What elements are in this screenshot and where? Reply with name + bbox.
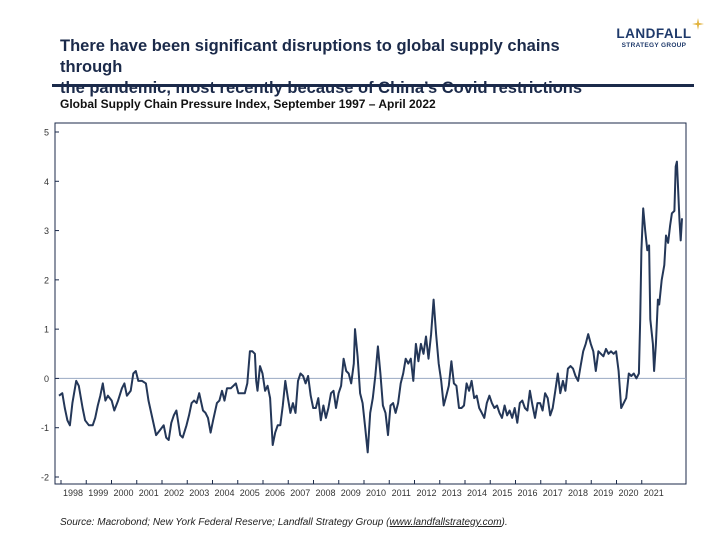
- x-tick-label: 1999: [88, 488, 108, 498]
- x-tick-label: 1998: [63, 488, 83, 498]
- x-tick-label: 2011: [392, 488, 411, 498]
- x-tick-label: 2001: [139, 488, 159, 498]
- y-tick-label: 3: [44, 226, 49, 236]
- x-axis: 1998 1999 2000 2001 2002 2003 2004 2005 2006 2007…: [60, 480, 664, 498]
- star-icon: [692, 18, 704, 30]
- x-tick-label: 2019: [593, 488, 613, 498]
- y-tick-label: 1: [44, 325, 49, 335]
- x-tick-label: 2006: [265, 488, 285, 498]
- x-tick-label: 2004: [214, 488, 234, 498]
- y-tick-label: 0: [44, 374, 49, 384]
- x-tick-label: 2005: [240, 488, 260, 498]
- x-tick-label: 2012: [416, 488, 436, 498]
- x-tick-label: 2002: [164, 488, 184, 498]
- headline: There have been significant disruptions …: [60, 36, 620, 99]
- x-tick-label: 2016: [517, 488, 537, 498]
- y-axis: -2 -1 0 1 2 3 4 5: [41, 128, 59, 483]
- x-tick-label: 2020: [618, 488, 638, 498]
- headline-line-2: the pandemic, most recently because of C…: [60, 79, 583, 97]
- logo-wordmark: LANDFALL: [616, 26, 692, 41]
- plot-frame: [54, 122, 687, 485]
- series-line-gscpi: [58, 160, 683, 454]
- headline-line-1: There have been significant disruptions …: [60, 37, 560, 76]
- logo-subtitle: STRATEGY GROUP: [621, 42, 687, 49]
- x-tick-label: 2021: [644, 488, 664, 498]
- x-tick-label: 2008: [315, 488, 335, 498]
- source-link[interactable]: www.landfallstrategy.com: [389, 517, 502, 528]
- y-tick-label: 5: [44, 128, 49, 138]
- y-tick-label: -2: [41, 473, 49, 483]
- chart-title: Global Supply Chain Pressure Index, Sept…: [60, 97, 436, 111]
- x-tick-label: 2010: [366, 488, 386, 498]
- x-tick-label: 2013: [442, 488, 462, 498]
- x-tick-label: 2017: [543, 488, 563, 498]
- x-tick-label: 2009: [341, 488, 361, 498]
- y-tick-label: 2: [44, 275, 49, 285]
- y-tick-label: -1: [41, 423, 49, 433]
- source-text: Source: Macrobond; New York Federal Rese…: [60, 517, 390, 528]
- y-tick-label: 4: [44, 177, 49, 187]
- x-tick-label: 2003: [189, 488, 209, 498]
- x-tick-label: 2007: [290, 488, 310, 498]
- landfall-logo: LANDFALL STRATEGY GROUP: [614, 18, 704, 50]
- header-divider: [52, 84, 694, 87]
- x-tick-label: 2015: [492, 488, 512, 498]
- x-tick-label: 2014: [467, 488, 487, 498]
- source-suffix: ).: [501, 517, 508, 528]
- x-tick-label: 2018: [568, 488, 588, 498]
- x-tick-label: 2000: [113, 488, 133, 498]
- source-note: Source: Macrobond; New York Federal Rese…: [60, 517, 508, 528]
